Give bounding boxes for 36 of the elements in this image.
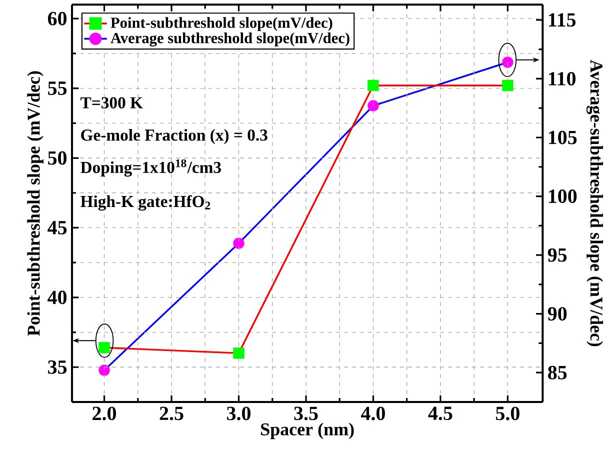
y-tick-label: 50 bbox=[48, 151, 67, 165]
y-tick-label: 60 bbox=[48, 12, 67, 26]
x-tick-label: 3.0 bbox=[227, 406, 250, 420]
y2-axis-title: Average-subthreshold slope (mV/dec) bbox=[586, 60, 603, 346]
point bbox=[233, 238, 244, 249]
legend-label: Point-subthreshold slope(mV/dec) bbox=[110, 17, 332, 32]
point bbox=[502, 80, 514, 92]
y-tick-label: 40 bbox=[48, 290, 67, 304]
annotation: Ge-mole Fraction (x) = 0.3 bbox=[81, 129, 268, 144]
y2-tick-label: 100 bbox=[548, 190, 577, 204]
y-tick-label: 45 bbox=[48, 221, 67, 234]
x-axis-title: Spacer (nm) bbox=[261, 422, 354, 440]
point bbox=[368, 100, 379, 112]
legend-label: Average subthreshold slope(mV/dec) bbox=[110, 32, 350, 46]
point bbox=[368, 80, 379, 92]
point bbox=[233, 348, 244, 359]
y-axis-title: Point-subthreshold slope (mV/dec) bbox=[27, 71, 44, 336]
x-tick-label: 3.5 bbox=[294, 406, 318, 420]
y-tick-label: 55 bbox=[48, 82, 67, 95]
annotation: Doping=1x10$^{18}$/cm3 bbox=[80, 159, 221, 177]
y2-tick-label: 85 bbox=[548, 366, 567, 380]
x-tick-label: 4.0 bbox=[360, 406, 385, 420]
annotation: T=300 K bbox=[80, 97, 143, 108]
x-tick-label: 4.5 bbox=[428, 406, 452, 420]
y2-tick-label: 105 bbox=[548, 130, 577, 144]
x-tick-label: 2.0 bbox=[92, 406, 116, 420]
point bbox=[98, 364, 110, 376]
x-tick-label: 2.5 bbox=[160, 406, 184, 420]
y2-tick-label: 90 bbox=[548, 307, 567, 321]
y2-tick-label: 115 bbox=[548, 13, 576, 27]
x-tick-label: 5.0 bbox=[496, 406, 520, 420]
y2-tick-label: 95 bbox=[548, 248, 567, 262]
point bbox=[98, 342, 110, 354]
y2-tick-label: 110 bbox=[548, 72, 576, 86]
annotation: High-K gate:HfO$_{2}$ bbox=[80, 195, 210, 211]
y-tick-label: 35 bbox=[48, 360, 67, 374]
